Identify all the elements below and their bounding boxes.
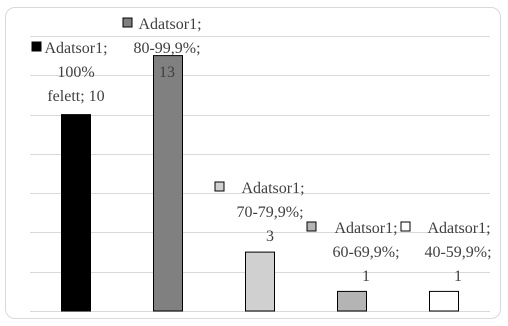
bar-2 — [153, 55, 183, 312]
data-label-line: 40-59,9%; — [424, 244, 491, 261]
data-label-1: Adatsor1; 100% felett; 10 — [31, 40, 108, 105]
data-label-line: felett; 10 — [47, 88, 104, 105]
data-label-line: Adatsor1; — [138, 16, 201, 33]
data-label-line: 80-99,9%; — [133, 40, 200, 57]
data-label-line: 70-79,9%; — [236, 204, 303, 221]
grid-lines — [30, 36, 490, 312]
bar-5 — [429, 290, 459, 312]
data-label-line: 100% — [57, 64, 94, 81]
legend-key-icon — [122, 17, 133, 28]
legend-key-icon — [306, 221, 317, 232]
data-label-3: Adatsor1; 70-79,9%; 3 — [214, 180, 305, 245]
data-labels: Adatsor1; 100% felett; 10 Adatsor1; 80-99,9%… — [31, 16, 492, 285]
data-label-line: Adatsor1; — [241, 180, 304, 197]
data-label-line: 1 — [362, 268, 370, 285]
bar-1 — [61, 114, 91, 312]
bar-3 — [245, 251, 275, 312]
bar-4 — [337, 290, 367, 312]
data-label-line: Adatsor1; — [44, 40, 107, 57]
data-label-2: Adatsor1; 80-99,9%; 13 — [122, 16, 202, 81]
data-label-line: 1 — [454, 268, 462, 285]
data-label-5: Adatsor1; 40-59,9%; 1 — [400, 220, 492, 285]
data-label-line: 3 — [266, 228, 274, 245]
data-label-4: Adatsor1; 60-69,9%; 1 — [306, 220, 400, 285]
data-label-line: Adatsor1; — [427, 220, 490, 237]
data-label-line: 60-69,9%; — [332, 244, 399, 261]
legend-key-icon — [400, 221, 411, 232]
data-label-line: Adatsor1; — [334, 220, 397, 237]
data-label-line: 13 — [159, 64, 175, 81]
legend-key-icon — [214, 181, 225, 192]
legend-key-icon — [31, 41, 42, 52]
bars — [61, 55, 459, 312]
